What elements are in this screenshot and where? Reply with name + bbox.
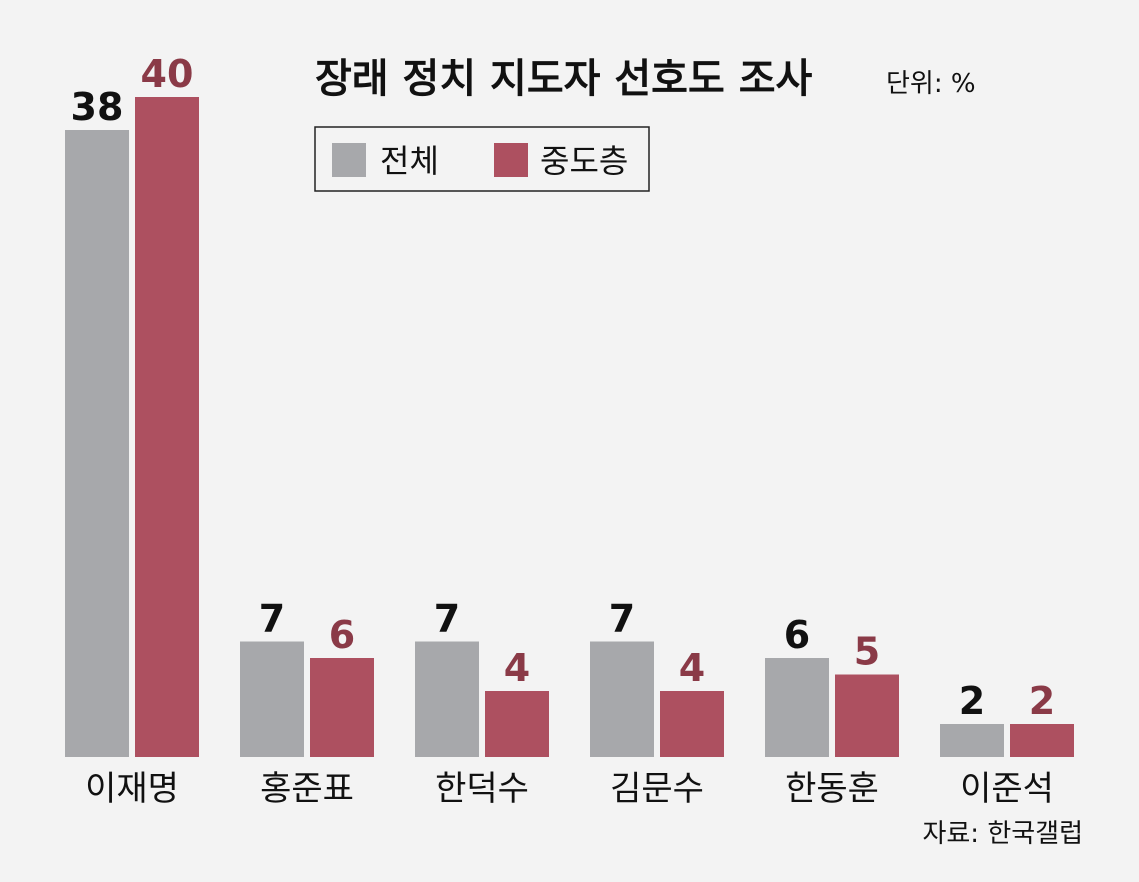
category-label-han-dong-hoon: 한동훈 (785, 769, 879, 809)
bar-centrist-hong-jun-pyo (310, 658, 374, 757)
bar-total-lee-jae-myung (65, 130, 129, 757)
category-label-lee-jae-myung: 이재명 (85, 769, 179, 809)
bar-centrist-han-duck-soo (485, 691, 549, 757)
bar-centrist-lee-jun-seok (1010, 724, 1074, 757)
value-label-total-han-duck-soo: 7 (434, 597, 460, 641)
bar-total-kim-moon-soo (590, 641, 654, 757)
source-label: 자료: 한국갤럽 (922, 819, 1083, 849)
value-label-total-lee-jae-myung: 38 (71, 85, 124, 129)
unit-label: 단위: % (886, 69, 976, 99)
bar-centrist-kim-moon-soo (660, 691, 724, 757)
bar-total-lee-jun-seok (940, 724, 1004, 757)
legend-swatch-centrist (494, 143, 528, 177)
value-label-centrist-lee-jae-myung: 40 (141, 52, 194, 96)
category-label-han-duck-soo: 한덕수 (435, 769, 529, 809)
value-label-centrist-han-duck-soo: 4 (504, 646, 530, 690)
category-label-kim-moon-soo: 김문수 (610, 769, 704, 809)
value-label-centrist-lee-jun-seok: 2 (1029, 679, 1055, 723)
chart-title: 장래 정치 지도자 선호도 조사 (315, 56, 813, 102)
value-label-total-lee-jun-seok: 2 (959, 679, 985, 723)
legend: 전체 중도층 (314, 126, 650, 192)
legend-label-centrist: 중도층 (540, 142, 628, 180)
value-label-total-kim-moon-soo: 7 (609, 597, 635, 641)
category-label-hong-jun-pyo: 홍준표 (260, 769, 354, 809)
bar-total-han-duck-soo (415, 641, 479, 757)
bar-centrist-lee-jae-myung (135, 97, 199, 757)
category-label-lee-jun-seok: 이준석 (960, 769, 1054, 809)
legend-label-total: 전체 (380, 142, 439, 180)
legend-swatch-total (332, 143, 366, 177)
value-label-centrist-kim-moon-soo: 4 (679, 646, 705, 690)
value-label-total-han-dong-hoon: 6 (784, 613, 810, 657)
bar-total-han-dong-hoon (765, 658, 829, 757)
legend-box (314, 126, 650, 192)
bar-total-hong-jun-pyo (240, 641, 304, 757)
value-label-centrist-hong-jun-pyo: 6 (329, 613, 355, 657)
bar-centrist-han-dong-hoon (835, 674, 899, 757)
value-label-total-hong-jun-pyo: 7 (259, 597, 285, 641)
value-label-centrist-han-dong-hoon: 5 (854, 630, 880, 674)
